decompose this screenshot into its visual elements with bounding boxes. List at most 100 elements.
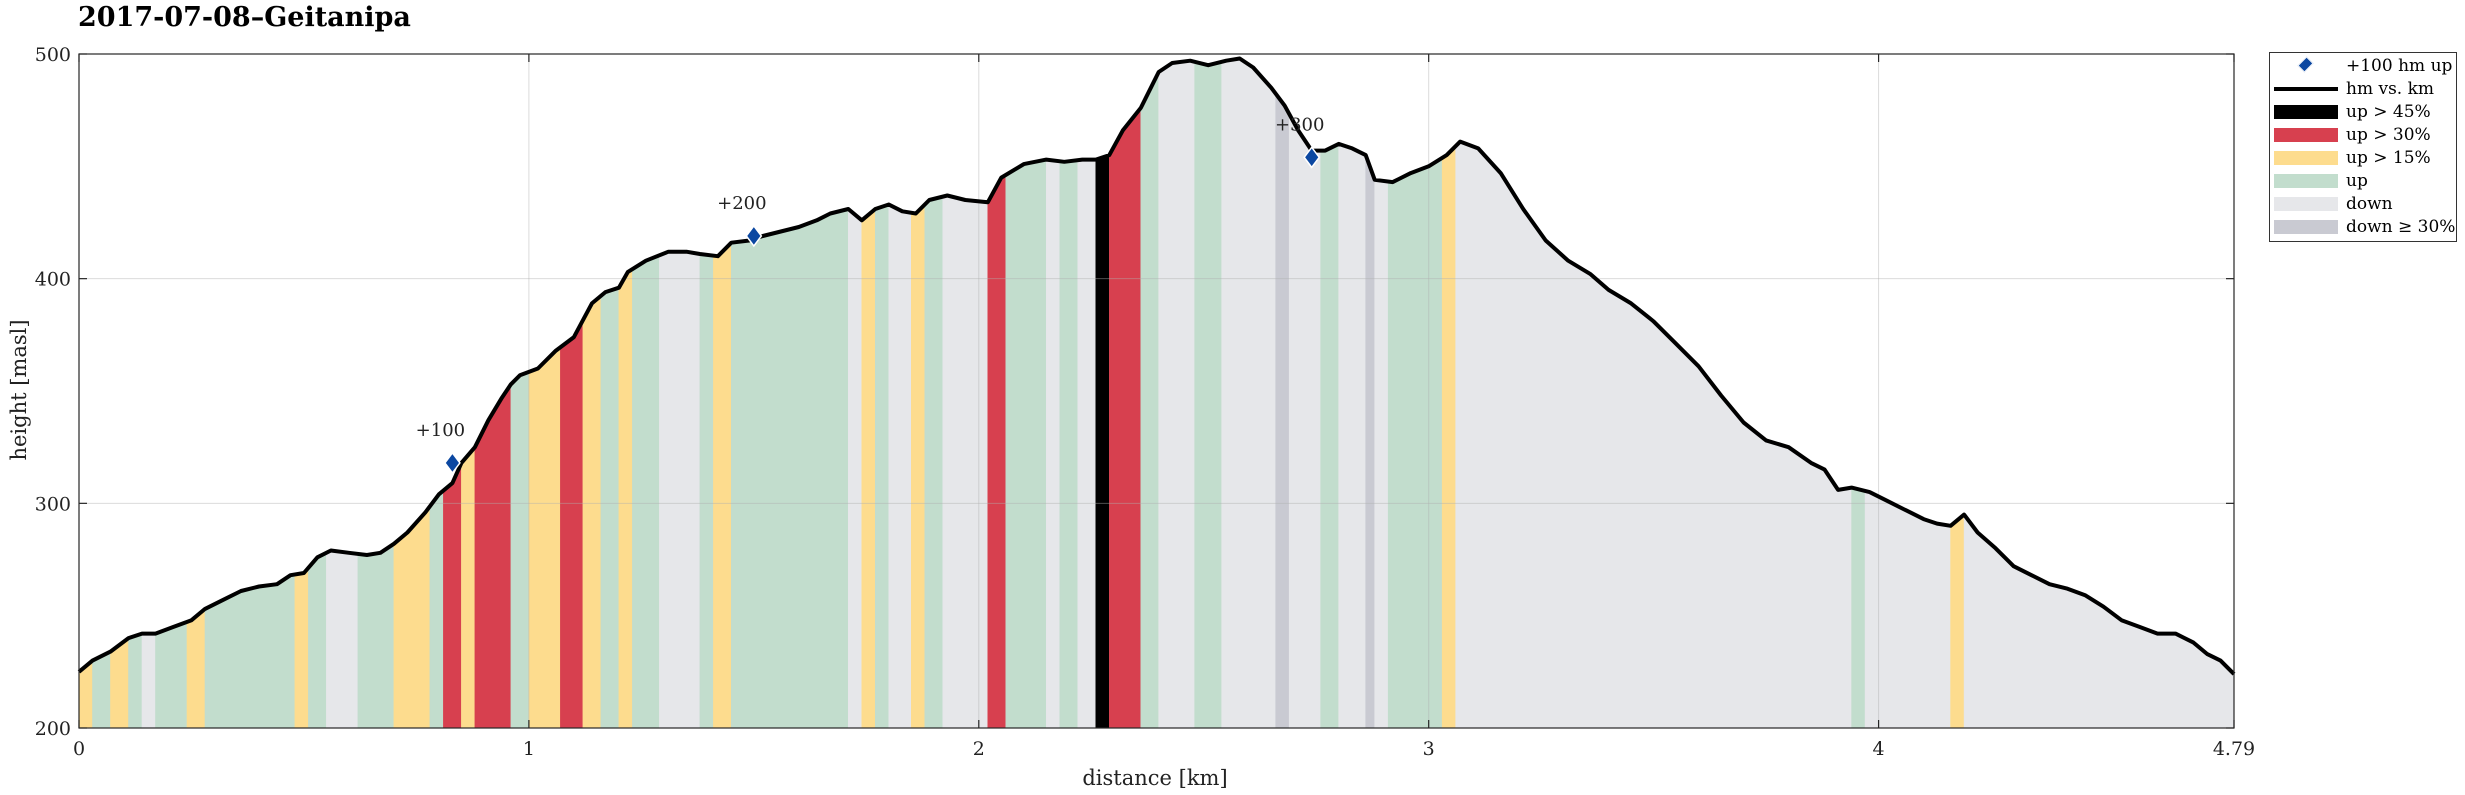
legend-item-up: up xyxy=(2270,170,2456,192)
milestone-marker xyxy=(1303,146,1321,169)
segment-up xyxy=(1851,487,1866,729)
legend-item-line: hm vs. km xyxy=(2270,78,2456,100)
segment-down xyxy=(888,204,912,729)
segment-up15 xyxy=(911,203,926,729)
segment-up15 xyxy=(528,346,561,729)
segment-up xyxy=(699,253,714,729)
legend-swatch xyxy=(2274,151,2338,165)
segment-up30 xyxy=(1109,107,1142,729)
legend-item-up30: up > 30% xyxy=(2270,124,2456,146)
milestone-label: +300 xyxy=(1275,114,1324,135)
x-tick-label: 1 xyxy=(523,738,535,760)
milestone-marker xyxy=(745,224,763,248)
segment-up xyxy=(1194,61,1222,729)
legend-swatch xyxy=(2274,128,2338,142)
plot-frame xyxy=(78,53,2235,729)
legend-label: up > 15% xyxy=(2346,148,2431,168)
segment-down xyxy=(1046,159,1061,729)
y-tick-label: 400 xyxy=(35,269,71,291)
segment-up15 xyxy=(713,241,732,729)
legend-swatch xyxy=(2274,220,2338,234)
line-swatch-icon xyxy=(2274,87,2338,91)
segment-down xyxy=(1077,159,1097,729)
milestone-marker xyxy=(443,451,461,475)
segment-up xyxy=(308,552,327,729)
segment-down xyxy=(326,550,359,729)
segment-up15 xyxy=(186,608,206,729)
profile-line xyxy=(77,56,2236,676)
segment-up xyxy=(632,254,660,729)
segment-up xyxy=(429,489,444,729)
x-tick-label: 0 xyxy=(73,738,85,760)
segment-up xyxy=(510,371,530,729)
chart-title: 2017-07-08–Geitanipa xyxy=(78,2,411,33)
x-tick-label: 3 xyxy=(1423,738,1435,760)
legend-item-marker: +100 hm up xyxy=(2270,55,2456,77)
segment-down xyxy=(141,633,156,729)
segment-up15 xyxy=(294,566,309,729)
milestone-label: +100 xyxy=(416,420,465,441)
diamond-marker-icon xyxy=(2297,56,2314,73)
axis-labels: distance [km] height [masl] xyxy=(7,319,1228,790)
legend-label: down xyxy=(2346,194,2393,214)
segment-up xyxy=(204,574,296,729)
segment-up30 xyxy=(443,462,462,729)
segment-down xyxy=(1963,513,2235,729)
x-tick-label: 2 xyxy=(973,738,985,760)
legend-item-down30: down ≥ 30% xyxy=(2270,216,2456,238)
legend-item-down: down xyxy=(2270,193,2456,215)
segment-up15 xyxy=(1950,513,1965,729)
segment-up15 xyxy=(461,446,476,729)
segment-up xyxy=(1059,159,1079,729)
segment-up xyxy=(1140,71,1159,729)
legend-label: up > 45% xyxy=(2346,102,2431,122)
segment-up30 xyxy=(560,320,584,729)
segment-down xyxy=(1158,60,1195,729)
segment-up45 xyxy=(1095,154,1110,729)
segment-down30 xyxy=(1365,154,1375,729)
segment-up xyxy=(1005,159,1047,729)
segment-down xyxy=(1455,141,1852,729)
segment-down xyxy=(1338,143,1366,729)
segment-up xyxy=(128,633,143,729)
segment-up xyxy=(155,621,188,729)
grid-lines xyxy=(79,54,2234,728)
segment-up15 xyxy=(618,268,633,729)
segment-down xyxy=(659,251,701,729)
segment-up xyxy=(924,196,944,729)
legend-swatch xyxy=(2274,197,2338,211)
segment-down xyxy=(848,208,863,729)
profile-line-layer xyxy=(77,56,2236,676)
x-axis-label: distance [km] xyxy=(1082,766,1227,790)
segment-down xyxy=(1864,490,1951,729)
legend-item-up45: up > 45% xyxy=(2270,101,2456,123)
gradient-segments xyxy=(78,58,2235,729)
legend-label: down ≥ 30% xyxy=(2346,217,2456,237)
segment-down xyxy=(1221,58,1276,729)
segment-up xyxy=(1320,143,1339,729)
x-tick-label: 4.79 xyxy=(2213,738,2255,760)
legend-label: up xyxy=(2346,171,2368,191)
segment-up xyxy=(875,204,890,729)
segment-down30 xyxy=(1275,92,1290,729)
segment-down xyxy=(1288,113,1321,729)
legend-item-up15: up > 15% xyxy=(2270,147,2456,169)
legend-label: +100 hm up xyxy=(2346,56,2453,76)
segment-down xyxy=(1374,179,1389,729)
y-axis-label: height [masl] xyxy=(7,319,31,460)
legend-label: hm vs. km xyxy=(2346,79,2435,99)
legend: +100 hm up hm vs. km up > 45% up > 30% u… xyxy=(2269,52,2457,242)
y-tick-label: 300 xyxy=(35,493,71,515)
segment-up15 xyxy=(861,208,876,729)
milestone-label: +200 xyxy=(717,193,766,214)
legend-swatch xyxy=(2274,105,2338,119)
segment-up15 xyxy=(582,295,602,729)
axes: 0 1 2 3 4 4.79 200 300 400 500 xyxy=(35,44,2255,760)
segment-up xyxy=(92,651,111,729)
y-tick-label: 500 xyxy=(35,44,71,66)
segment-up30 xyxy=(987,174,1007,729)
segment-up xyxy=(600,287,620,729)
segment-up15 xyxy=(1441,145,1456,729)
legend-swatch xyxy=(2274,174,2338,188)
